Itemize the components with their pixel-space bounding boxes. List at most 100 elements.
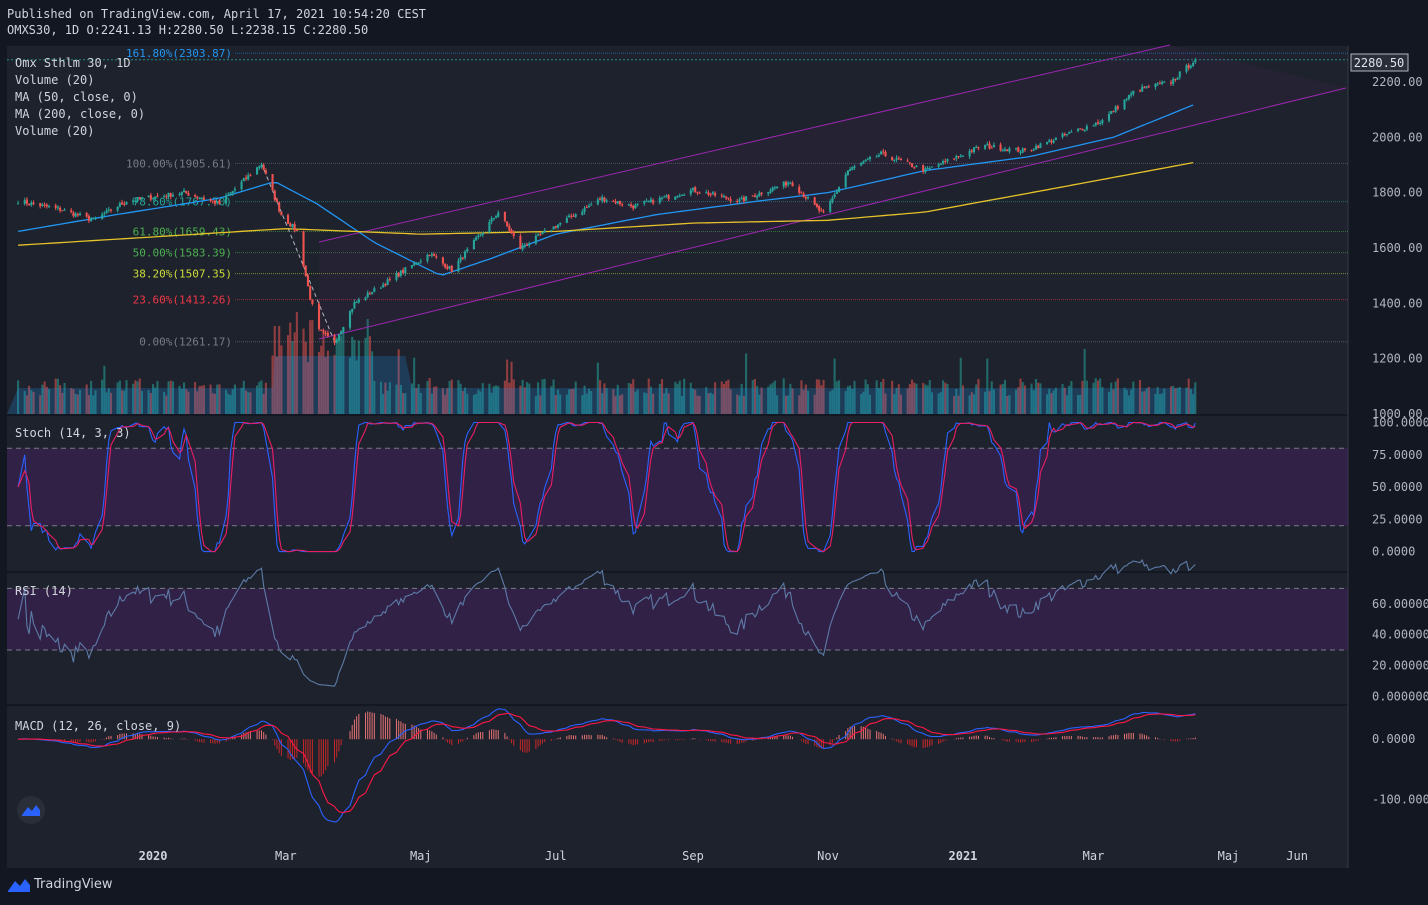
volume-bar [678,380,681,414]
volume-bar [1189,389,1192,414]
volume-bar [756,386,759,414]
stoch-label[interactable]: Stoch (14, 3, 3) [15,426,131,440]
candle-body [430,253,433,256]
volume-bar [798,395,801,414]
tradingview-logo-icon [8,878,30,892]
candle-body [1094,122,1097,126]
candle-body [444,263,447,268]
candle-body [488,221,491,233]
candle-body [851,167,854,170]
candle-body [944,160,947,162]
candle-body [541,232,544,235]
candle-body [574,214,577,217]
volume-bar [714,382,717,414]
candle-body [946,159,949,162]
volume-bar [273,325,276,414]
time-axis[interactable]: 2020 Mar Maj Jul Sep Nov 2021 Mar Maj Jun [139,849,1308,863]
volume-bar [930,392,934,414]
candle-body [433,254,436,256]
candle-body [503,211,506,221]
volume-bar [17,380,20,414]
legend-ma200[interactable]: MA (200, close, 0) [15,107,145,121]
candle-body [585,207,588,209]
tradingview-logo[interactable]: TradingView [8,877,113,892]
candle-body [366,292,369,298]
candle-body [587,205,591,208]
volume-bar [911,379,914,414]
tradingview-chart-badge[interactable] [17,796,45,824]
candle-body [87,215,90,221]
volume-bar [955,388,958,414]
candle-body [572,215,575,217]
volume-bar [818,379,821,414]
volume-bar [366,319,369,414]
candle-body [926,168,929,170]
candle-body [154,196,157,199]
volume-bar [972,394,976,414]
candle-body [844,174,847,188]
volume-bar [70,388,73,414]
candle-body [1083,129,1086,131]
volume-bar [556,389,560,414]
candle-body [1187,65,1190,68]
candle-body [92,218,95,220]
volume-bar [753,378,756,414]
candle-body [1132,90,1135,94]
volume-bar [490,392,493,414]
volume-bar [975,384,978,414]
candle-body [342,327,345,332]
volume-bar [194,382,197,414]
candle-body [911,163,914,167]
candle-body [1096,122,1099,124]
volume-bar [891,380,894,414]
legend-volume[interactable]: Volume (20) [15,73,94,87]
rsi-label[interactable]: RSI (14) [15,584,73,598]
candle-body [665,195,668,197]
legend-volume-2[interactable]: Volume (20) [15,124,94,138]
candle-body [116,206,119,211]
candle-body [523,245,526,247]
volume-bar [928,380,931,414]
volume-bar [247,392,250,414]
candle-body [494,216,498,218]
volume-bar [1101,387,1104,414]
volume-bar [1169,386,1173,414]
volume-bar [667,393,670,414]
candle-body [475,237,478,241]
candle-body [807,197,810,199]
volume-bar [660,379,664,414]
candle-body [667,195,670,199]
candlesticks [17,57,1197,346]
volume-bar [1019,378,1022,414]
candle-body [1169,82,1173,84]
legend-symbol[interactable]: Omx Sthlm 30, 1D [15,56,131,70]
volume-bar [663,393,666,414]
volume-bar [568,389,571,414]
volume-bar [340,335,343,414]
candle-body [822,211,825,213]
candle-body [107,209,110,211]
volume-bar [271,355,274,414]
candle-body [941,160,945,164]
candle-body [581,211,584,216]
volume-bar [612,388,615,414]
volume-bar [616,384,619,414]
volume-bar [791,388,794,414]
volume-bar [63,382,66,414]
price-axis[interactable]: 2200.00 2000.00 1800.00 1600.00 1400.00 1200.… [1372,75,1428,807]
candle-body [138,197,141,199]
volume-bar [574,381,577,414]
volume-bar [92,395,95,414]
fibonacci-levels[interactable]: 161.80%(2303.87) 100.00%(1905.61) 78.60%(1… [7,47,1348,349]
legend-ma50[interactable]: MA (50, close, 0) [15,90,138,104]
volume-bar [76,394,79,414]
candle-body [992,144,995,148]
candle-body [583,207,586,212]
volume-bar [260,380,263,414]
candle-body [461,257,464,259]
macd-label[interactable]: MACD (12, 26, close, 9) [15,719,181,733]
volume-bar [603,383,606,414]
candle-body [663,196,666,198]
volume-bar [25,395,28,414]
